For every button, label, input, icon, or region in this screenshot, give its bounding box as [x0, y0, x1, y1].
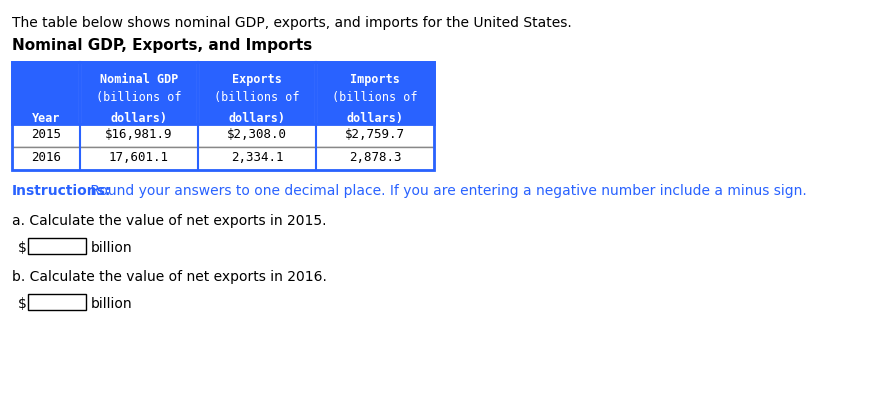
- Text: $16,981.9: $16,981.9: [106, 128, 173, 141]
- Text: 2,878.3: 2,878.3: [349, 151, 401, 164]
- Bar: [28, 294, 86, 310]
- Text: $2,759.7: $2,759.7: [345, 128, 405, 141]
- Text: 2015: 2015: [31, 128, 61, 141]
- Text: Nominal GDP, Exports, and Imports: Nominal GDP, Exports, and Imports: [12, 38, 313, 53]
- Bar: [12, 62, 434, 170]
- Text: $: $: [18, 241, 27, 255]
- Text: 17,601.1: 17,601.1: [109, 151, 169, 164]
- Text: Imports: Imports: [350, 73, 400, 86]
- Bar: [12, 62, 434, 124]
- Text: (billions of: (billions of: [332, 91, 417, 104]
- Text: dollars): dollars): [110, 112, 168, 125]
- Text: 2,334.1: 2,334.1: [231, 151, 283, 164]
- Text: $2,308.0: $2,308.0: [227, 128, 287, 141]
- Text: 2016: 2016: [31, 151, 61, 164]
- Bar: [12, 147, 434, 170]
- Text: dollars): dollars): [228, 112, 286, 125]
- Text: billion: billion: [91, 241, 132, 255]
- Bar: [12, 62, 434, 124]
- Text: a. Calculate the value of net exports in 2015.: a. Calculate the value of net exports in…: [12, 214, 327, 228]
- Text: Round your answers to one decimal place. If you are entering a negative number i: Round your answers to one decimal place.…: [86, 184, 807, 198]
- Bar: [28, 238, 86, 254]
- Text: dollars): dollars): [346, 112, 403, 125]
- Text: $: $: [18, 297, 27, 311]
- Text: billion: billion: [91, 297, 132, 311]
- Text: The table below shows nominal GDP, exports, and imports for the United States.: The table below shows nominal GDP, expor…: [12, 16, 572, 30]
- Text: (billions of: (billions of: [96, 91, 182, 104]
- Text: b. Calculate the value of net exports in 2016.: b. Calculate the value of net exports in…: [12, 270, 327, 284]
- Bar: [12, 124, 434, 147]
- Text: Year: Year: [32, 112, 60, 125]
- Text: Exports: Exports: [232, 73, 281, 86]
- Text: (billions of: (billions of: [214, 91, 300, 104]
- Text: Nominal GDP: Nominal GDP: [99, 73, 178, 86]
- Text: Instructions:: Instructions:: [12, 184, 111, 198]
